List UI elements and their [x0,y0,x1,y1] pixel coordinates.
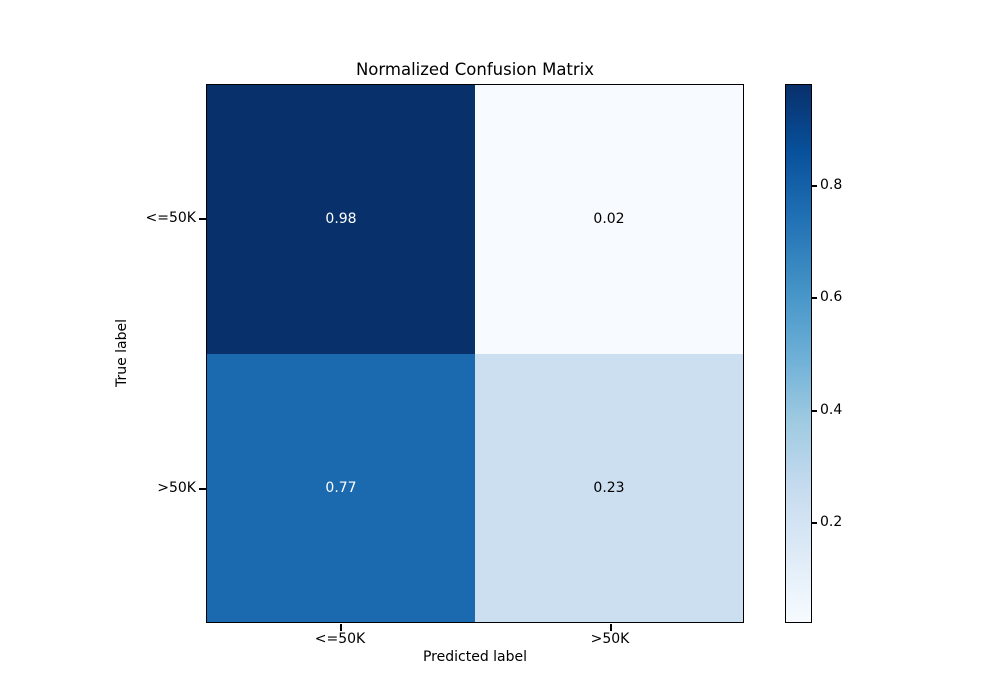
x-tick-mark [610,624,612,631]
x-tick-label: <=50K [314,631,366,647]
y-tick-mark [199,488,206,490]
colorbar-tick-mark [811,410,817,412]
matrix-cell: 0.77 [207,353,475,622]
colorbar-tick-label: 0.2 [820,514,843,530]
colorbar-tick-label: 0.6 [820,289,843,305]
cell-value: 0.23 [593,479,625,496]
chart-title: Normalized Confusion Matrix [355,60,595,79]
cell-value: 0.02 [593,211,625,228]
cell-value: 0.98 [325,211,357,228]
colorbar [785,84,812,623]
y-tick-label: >50K [157,480,196,496]
x-axis-label: Predicted label [422,649,528,665]
matrix-cell: 0.98 [207,85,475,354]
x-tick-mark [340,624,342,631]
y-tick-label: <=50K [145,210,196,226]
colorbar-tick-mark [811,522,817,524]
y-axis-label: True label [114,318,130,388]
colorbar-tick-mark [811,185,817,187]
y-tick-mark [199,218,206,220]
matrix-cell: 0.02 [475,85,743,354]
heatmap-plot-area: 0.98 0.02 0.77 0.23 [206,84,744,623]
colorbar-tick-label: 0.4 [820,402,843,418]
colorbar-tick-label: 0.8 [820,177,843,193]
matrix-cell: 0.23 [475,353,743,622]
cell-value: 0.77 [325,479,357,496]
colorbar-tick-mark [811,297,817,299]
x-tick-label: >50K [590,631,630,647]
